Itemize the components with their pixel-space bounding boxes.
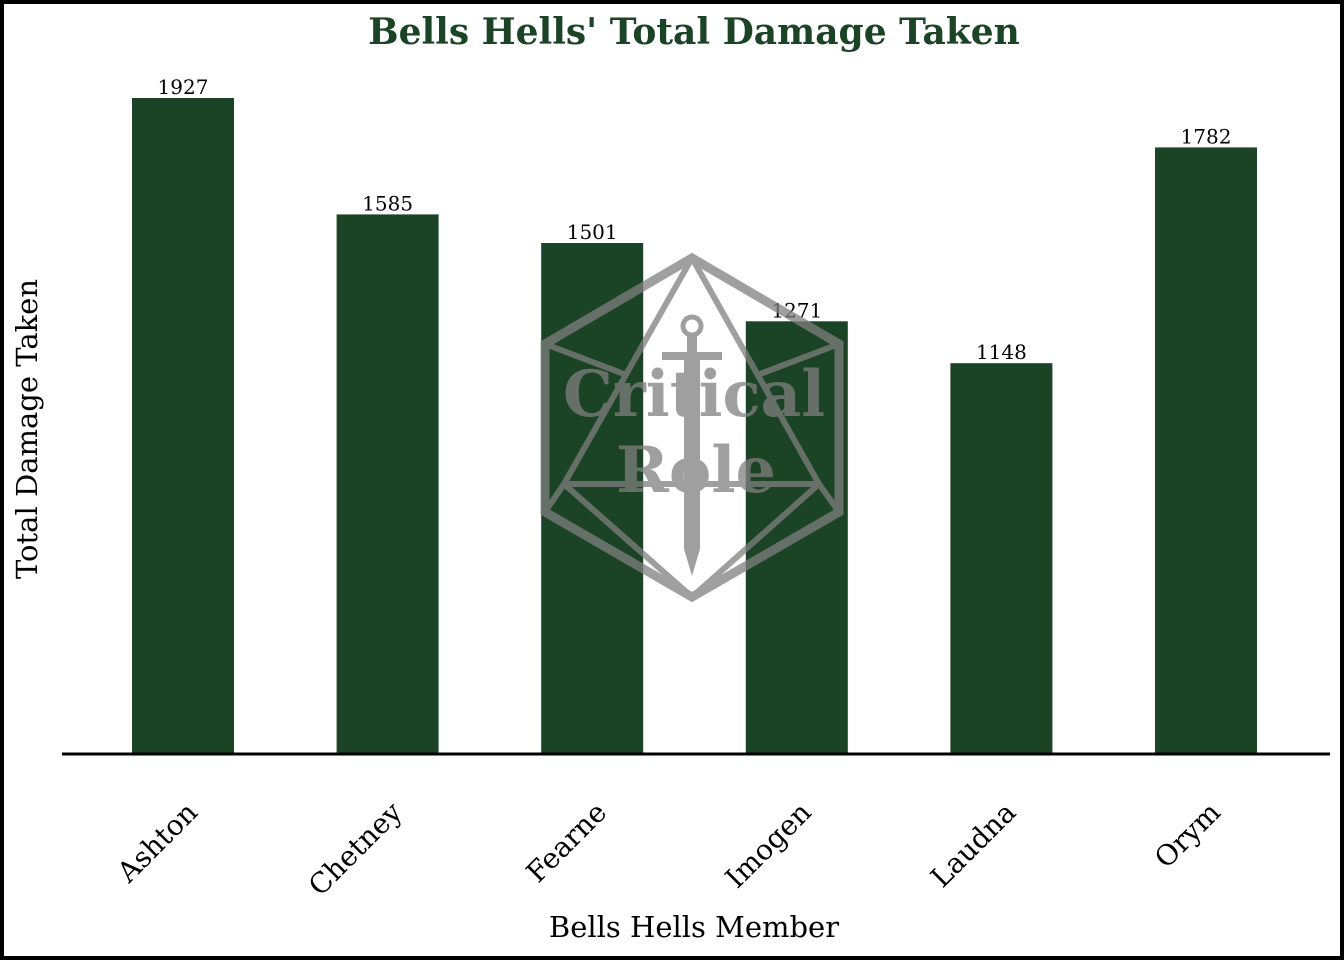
x-tick-label-laudna: Laudna bbox=[924, 796, 1022, 894]
data-label-chetney: 1585 bbox=[362, 191, 413, 215]
d20-facet-line-icon bbox=[816, 482, 842, 514]
d20-facet-line-icon bbox=[543, 341, 626, 377]
sword-pommel-icon bbox=[680, 314, 704, 338]
sword-blade-icon bbox=[684, 360, 700, 576]
bar-laudna bbox=[950, 363, 1053, 754]
d20-facet-line-icon bbox=[690, 481, 821, 600]
data-label-fearne: 1501 bbox=[567, 220, 618, 244]
data-label-ashton: 1927 bbox=[158, 75, 209, 99]
watermark-line1: Critical bbox=[563, 357, 825, 432]
chart-title: Bells Hells' Total Damage Taken bbox=[368, 11, 1020, 53]
data-label-orym: 1782 bbox=[1181, 124, 1232, 148]
critical-role-watermark-icon: Critical Role bbox=[540, 252, 844, 603]
bar-chetney bbox=[336, 214, 439, 754]
x-tick-label-chetney: Chetney bbox=[302, 795, 409, 902]
bars-group bbox=[132, 98, 1257, 754]
bar-fearne bbox=[541, 243, 644, 754]
x-tick-label-imogen: Imogen bbox=[719, 796, 818, 895]
x-tick-labels-group: Ashton Chetney Fearne Imogen Laudna Orym bbox=[110, 795, 1227, 902]
y-axis-label: Total Damage Taken bbox=[10, 279, 44, 579]
d20-facet-line-icon bbox=[542, 482, 567, 514]
d20-facet-line-icon bbox=[562, 481, 694, 600]
data-label-laudna: 1148 bbox=[976, 340, 1027, 364]
x-tick-label-fearne: Fearne bbox=[520, 796, 613, 889]
bar-orym bbox=[1155, 147, 1257, 754]
bar-chart: Bells Hells' Total Damage Taken 1927 1585… bbox=[10, 11, 1330, 944]
bar-ashton bbox=[132, 98, 234, 754]
x-axis-label: Bells Hells Member bbox=[549, 910, 839, 944]
x-tick-label-ashton: Ashton bbox=[110, 796, 204, 890]
watermark-line2: Role bbox=[616, 433, 776, 508]
sword-crossguard-icon bbox=[662, 352, 722, 360]
x-tick-label-orym: Orym bbox=[1148, 796, 1227, 875]
sword-grip-icon bbox=[687, 334, 697, 354]
d20-facet-line-icon bbox=[758, 341, 841, 377]
